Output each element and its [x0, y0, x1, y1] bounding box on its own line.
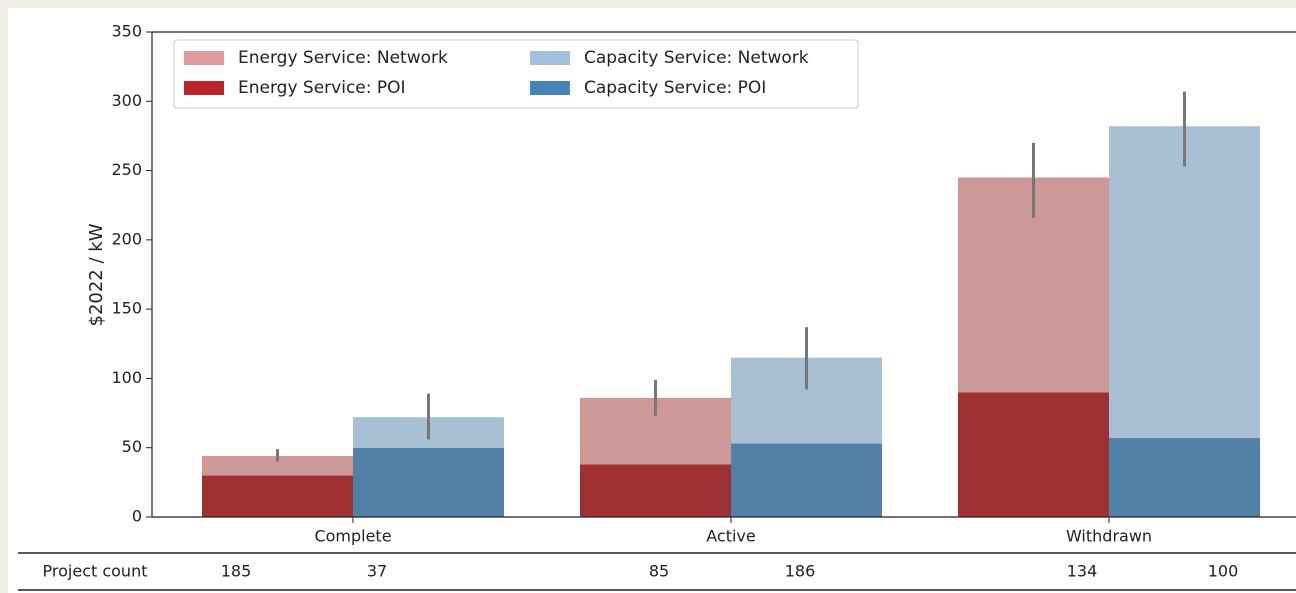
- legend-label: Capacity Service: POI: [584, 78, 766, 98]
- bar: [353, 447, 504, 517]
- table-cell: 186: [785, 562, 816, 581]
- y-axis-label: $2022 / kW: [86, 223, 107, 326]
- y-tick-label: 300: [111, 91, 142, 110]
- y-tick-label: 0: [132, 507, 142, 526]
- legend-label: Energy Service: POI: [238, 78, 406, 98]
- y-tick-label: 350: [111, 22, 142, 41]
- legend-label: Energy Service: Network: [238, 48, 448, 68]
- bar: [1109, 438, 1260, 517]
- table-cell: 134: [1067, 562, 1098, 581]
- legend-swatch: [184, 81, 224, 95]
- legend-swatch: [530, 51, 570, 65]
- bar: [202, 475, 353, 517]
- y-tick-label: 150: [111, 299, 142, 318]
- legend-box: [173, 39, 859, 109]
- x-tick-label: Active: [706, 527, 756, 546]
- bar: [731, 443, 882, 517]
- bar: [580, 464, 731, 517]
- legend-label: Capacity Service: Network: [584, 48, 809, 68]
- bar: [958, 392, 1109, 517]
- y-tick-label: 250: [111, 160, 142, 179]
- legend-swatch: [184, 51, 224, 65]
- legend-swatch: [530, 81, 570, 95]
- bar: [202, 456, 353, 476]
- bar: [1109, 126, 1260, 439]
- x-tick-label: Withdrawn: [1066, 527, 1152, 546]
- y-tick-label: 200: [111, 229, 142, 248]
- table-cell: 185: [221, 562, 252, 581]
- x-tick-label: Complete: [314, 527, 391, 546]
- y-tick-label: 100: [111, 368, 142, 387]
- table-cell: 85: [649, 562, 669, 581]
- y-tick-label: 50: [122, 437, 142, 456]
- table-cell: 37: [367, 562, 387, 581]
- table-cell: 100: [1208, 562, 1239, 581]
- table-row-label: Project count: [43, 562, 148, 581]
